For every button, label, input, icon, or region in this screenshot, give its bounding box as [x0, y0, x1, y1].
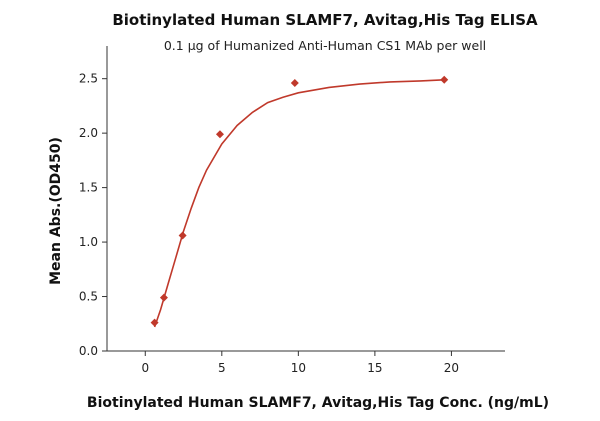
- data-point: [215, 130, 224, 139]
- x-tick-label: 15: [367, 361, 382, 375]
- x-axis-label: Biotinylated Human SLAMF7, Avitag,His Ta…: [87, 395, 549, 411]
- y-tick-label: 1.0: [79, 235, 98, 249]
- data-point: [159, 293, 168, 302]
- ticks: 0 5 10 15 20 0.0 0.5 1.0 1.5 2.0 2.5: [79, 72, 459, 375]
- axes: [106, 46, 505, 352]
- x-tick-label: 0: [141, 361, 149, 375]
- y-tick-label: 2.5: [79, 72, 98, 86]
- y-axis-label: Mean Abs.(OD450): [48, 137, 64, 285]
- x-tick-label: 10: [291, 361, 306, 375]
- chart-subtitle: 0.1 μg of Humanized Anti-Human CS1 MAb p…: [164, 38, 486, 53]
- y-tick-label: 0.5: [79, 290, 98, 304]
- data-point: [178, 231, 187, 240]
- y-tick-label: 2.0: [79, 126, 98, 140]
- plot-area: [150, 75, 449, 328]
- x-tick-label: 5: [218, 361, 226, 375]
- data-point: [290, 79, 299, 88]
- y-tick-label: 1.5: [79, 181, 98, 195]
- y-tick-label: 0.0: [79, 344, 98, 358]
- data-point: [150, 318, 159, 327]
- fit-curve: [153, 79, 445, 328]
- chart-title: Biotinylated Human SLAMF7, Avitag,His Ta…: [112, 11, 538, 29]
- data-point: [440, 75, 449, 84]
- x-tick-label: 20: [444, 361, 459, 375]
